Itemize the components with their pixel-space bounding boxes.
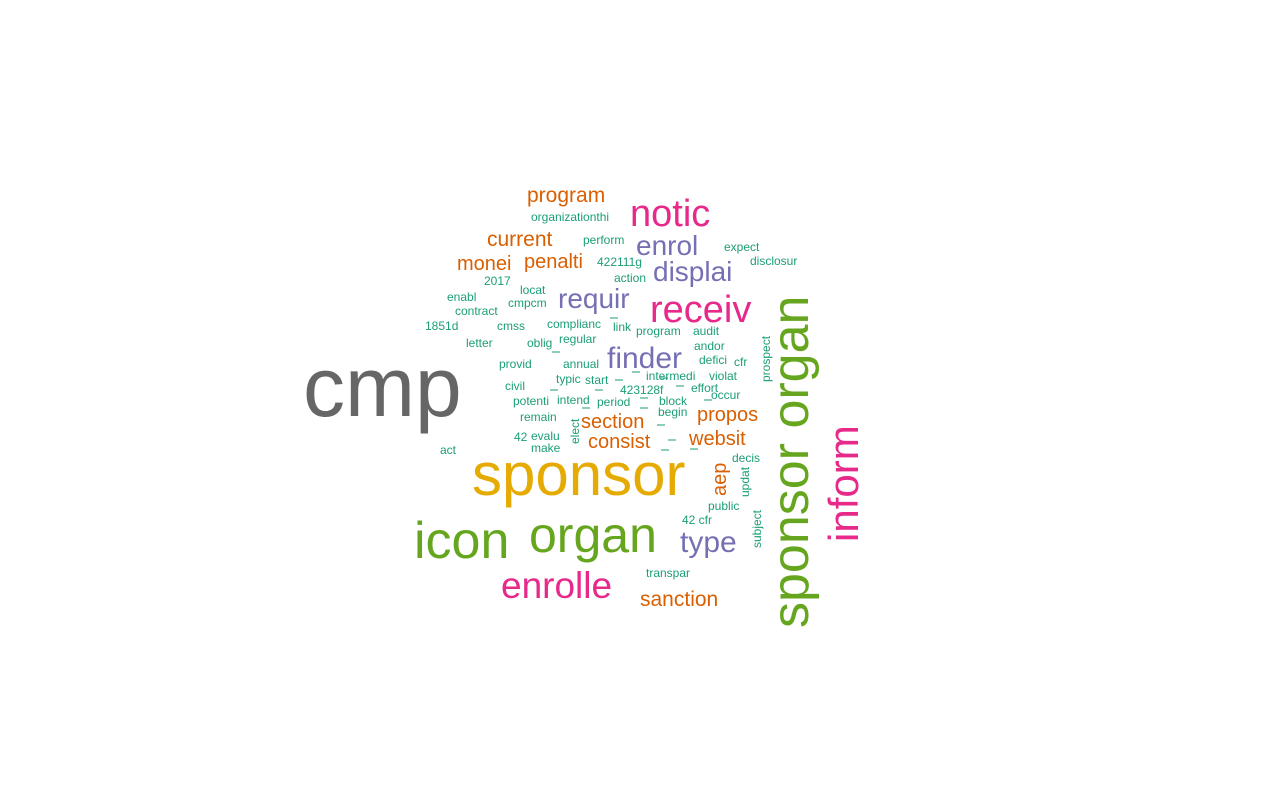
word-provid: provid [499,357,532,371]
word-receiv: receiv [650,289,751,331]
word-potenti: potenti [513,394,549,408]
word-updat: updat [738,466,752,497]
word-sponsor-organ: sponsor organ [762,296,820,628]
word-public: public [708,499,739,513]
word-1851d: 1851d [425,319,458,333]
word-perform: perform [583,233,624,247]
word-program: program [636,324,681,338]
word-complianc: complianc [547,317,601,331]
word-begin: begin [658,405,687,419]
word-icon: icon [414,512,509,570]
word-requir: requir [558,283,630,314]
word-finder: finder [607,342,682,375]
word-oblig: oblig [527,336,552,350]
word-prospect: prospect [759,335,773,382]
word-andor: andor [694,339,725,353]
word-displai: displai [653,256,732,287]
word-42-cfr: 42 cfr [682,513,712,527]
word-violat: violat [709,369,738,383]
word-propos: propos [697,404,758,426]
word-cmss: cmss [497,319,525,333]
word-section: section [581,411,644,433]
word-cmp: cmp [303,340,462,434]
word-occur: occur [711,388,740,402]
word-423128f: 423128f [620,383,664,397]
word-current: current [487,228,553,251]
word-422111g: 422111g [597,255,642,269]
word-remain: remain [520,410,557,424]
word-defici: defici [699,353,727,367]
word-regular: regular [559,332,596,346]
word-consist: consist [588,431,651,453]
word-websit: websit [688,428,746,450]
word-type: type [680,526,737,559]
word-penalti: penalti [524,251,583,273]
word-enrol: enrol [636,230,698,261]
word-sponsor: sponsor [472,441,685,508]
word-sanction: sanction [640,588,718,611]
word-elect: elect [568,418,582,444]
word-cmpcm: cmpcm [508,296,547,310]
word-block: block [659,394,688,408]
word-inform: inform [820,425,867,542]
word-typic: typic [556,372,581,386]
word-start: start [585,373,609,387]
word-action: action [614,271,646,285]
word-link: link [613,320,632,334]
word-intend: intend [557,393,590,407]
word-expect: expect [724,240,760,254]
word-evalu: evalu [531,429,560,443]
word-transpar: transpar [646,566,690,580]
word-42: 42 [514,430,528,444]
word-aep: aep [709,463,731,496]
word-period: period [597,395,630,409]
word-monei: monei [457,253,511,275]
word-effort: effort [691,381,719,395]
word-letter: letter [466,336,493,350]
word-civil: civil [505,379,525,393]
word-organizationthi: organizationthi [531,210,609,224]
word-act: act [440,443,457,457]
word-organ: organ [529,507,657,563]
word-disclosur: disclosur [750,254,797,268]
word-intermedi: intermedi [646,369,695,383]
word-cfr: cfr [734,355,747,369]
word-decis: decis [732,451,760,465]
word-enrolle: enrolle [501,565,612,606]
word-annual: annual [563,357,599,371]
word-audit: audit [693,324,720,338]
word-2017: 2017 [484,274,511,288]
word-notic: notic [630,193,710,235]
word-program: program [527,184,605,207]
word-contract: contract [455,304,498,318]
word-subject: subject [750,509,764,548]
word-locat: locat [520,283,546,297]
word-enabl: enabl [447,290,476,304]
word-make: make [531,441,561,455]
